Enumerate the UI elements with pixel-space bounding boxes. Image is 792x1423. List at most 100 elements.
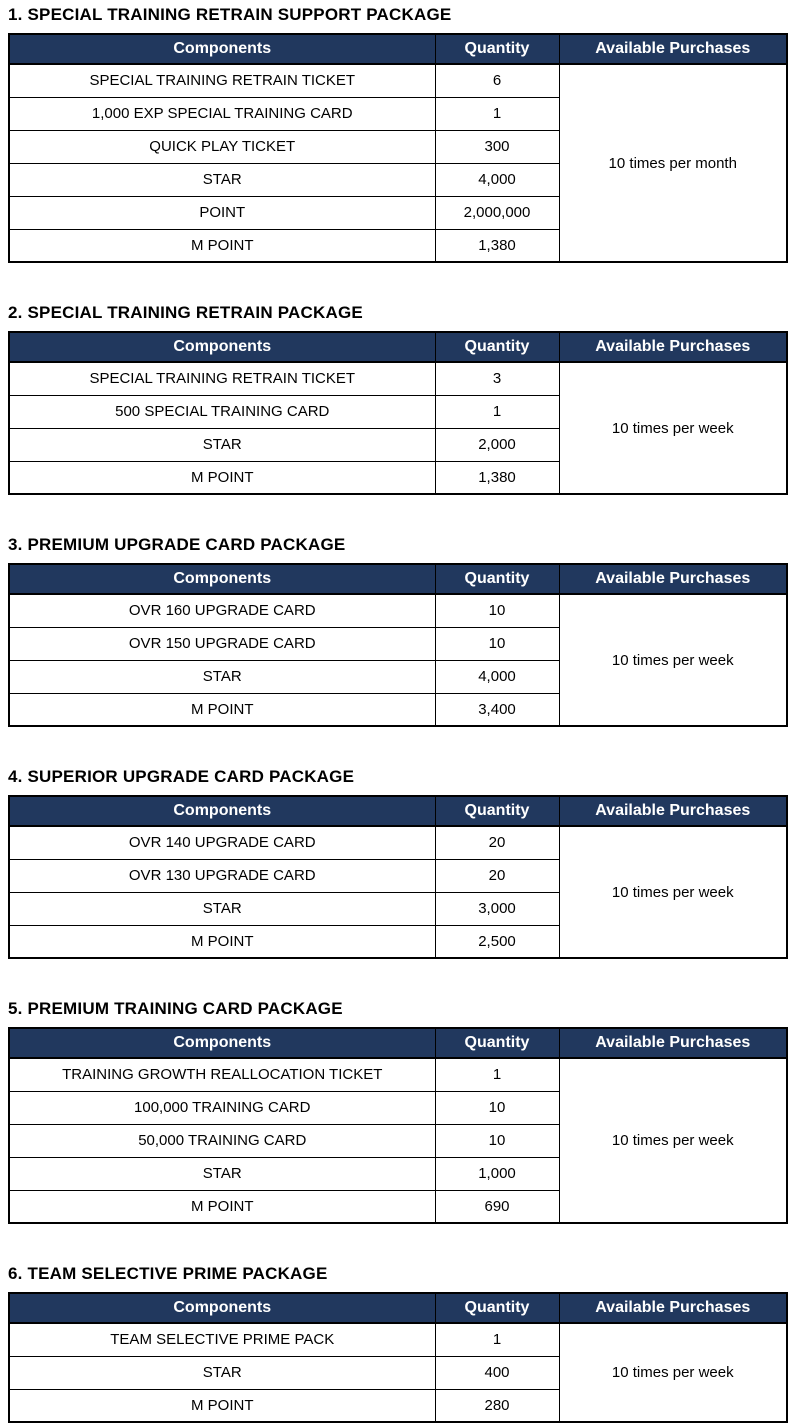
header-row: Components Quantity Available Purchases: [8, 331, 788, 363]
column-header-components: Components: [8, 1027, 436, 1059]
component-cell: STAR: [8, 891, 436, 926]
quantity-cell: 4,000: [434, 659, 560, 694]
quantity-cell: 1: [434, 1322, 560, 1357]
quantity-cell: 1,000: [434, 1156, 560, 1191]
column-header-available-purchases: Available Purchases: [558, 1292, 788, 1324]
available-purchases-cell: 10 times per week: [558, 1057, 788, 1224]
table-row: M POINT 2,500: [8, 924, 787, 959]
component-cell: 500 SPECIAL TRAINING CARD: [8, 394, 436, 429]
quantity-cell: 10: [434, 1090, 560, 1125]
available-purchases-cell: 10 times per week: [558, 825, 788, 959]
component-cell: OVR 130 UPGRADE CARD: [8, 858, 436, 893]
package-table: Components Quantity Available Purchases …: [8, 33, 788, 263]
quantity-cell: 4,000: [434, 162, 560, 197]
component-cell: 1,000 EXP SPECIAL TRAINING CARD: [8, 96, 436, 131]
available-purchases-cell: 10 times per week: [558, 361, 788, 495]
component-cell: TEAM SELECTIVE PRIME PACK: [8, 1322, 436, 1357]
component-cell: M POINT: [8, 1189, 436, 1224]
column-header-quantity: Quantity: [434, 1027, 560, 1059]
package-title: 4. SUPERIOR UPGRADE CARD PACKAGE: [8, 767, 355, 786]
component-cell: M POINT: [8, 1388, 436, 1423]
package-table: Components Quantity Available Purchases …: [8, 1027, 788, 1224]
table-row: OVR 140 UPGRADE CARD 20 10 times per week: [8, 825, 788, 959]
component-cell: QUICK PLAY TICKET: [8, 129, 436, 164]
table-row: POINT 2,000,000: [8, 195, 787, 230]
header-row: Components Quantity Available Purchases: [8, 1292, 788, 1324]
table-row: M POINT 1,380: [8, 460, 787, 495]
table-row: M POINT 690: [8, 1189, 787, 1224]
quantity-cell: 2,000: [434, 427, 560, 462]
table-row: STAR 4,000: [8, 162, 787, 197]
quantity-cell: 300: [434, 129, 560, 164]
header-row: Components Quantity Available Purchases: [8, 795, 788, 827]
column-header-available-purchases: Available Purchases: [558, 795, 788, 827]
component-cell: M POINT: [8, 924, 436, 959]
table-row: 500 SPECIAL TRAINING CARD 1: [8, 394, 787, 429]
quantity-cell: 10: [434, 1123, 560, 1158]
quantity-cell: 20: [434, 825, 560, 860]
quantity-cell: 1: [434, 96, 560, 131]
package-title: 3. PREMIUM UPGRADE CARD PACKAGE: [8, 535, 346, 554]
quantity-cell: 690: [434, 1189, 560, 1224]
table-row: SPECIAL TRAINING RETRAIN TICKET 3 10 times…: [8, 361, 788, 495]
component-cell: POINT: [8, 195, 436, 230]
table-row: M POINT 3,400: [8, 692, 787, 727]
column-header-components: Components: [8, 331, 436, 363]
quantity-cell: 10: [434, 626, 560, 661]
package-table: Components Quantity Available Purchases …: [8, 563, 788, 727]
component-cell: SPECIAL TRAINING RETRAIN TICKET: [8, 63, 436, 98]
quantity-cell: 400: [434, 1355, 560, 1390]
component-cell: SPECIAL TRAINING RETRAIN TICKET: [8, 361, 436, 396]
table-row: SPECIAL TRAINING RETRAIN TICKET 6 10 times…: [8, 63, 788, 263]
component-cell: M POINT: [8, 460, 436, 495]
quantity-cell: 10: [434, 593, 560, 628]
package-section: 2. SPECIAL TRAINING RETRAIN PACKAGE Comp…: [8, 303, 792, 495]
column-header-quantity: Quantity: [434, 331, 560, 363]
column-header-quantity: Quantity: [434, 563, 560, 595]
quantity-cell: 1: [434, 394, 560, 429]
table-row: OVR 150 UPGRADE CARD 10: [8, 626, 787, 661]
component-cell: STAR: [8, 427, 436, 462]
component-cell: OVR 150 UPGRADE CARD: [8, 626, 436, 661]
column-header-components: Components: [8, 1292, 436, 1324]
column-header-available-purchases: Available Purchases: [558, 33, 788, 65]
package-title: 2. SPECIAL TRAINING RETRAIN PACKAGE: [8, 303, 363, 322]
quantity-cell: 280: [434, 1388, 560, 1423]
component-cell: STAR: [8, 162, 436, 197]
column-header-components: Components: [8, 795, 436, 827]
column-header-available-purchases: Available Purchases: [558, 563, 788, 595]
package-title: 6. TEAM SELECTIVE PRIME PACKAGE: [8, 1264, 328, 1283]
table-row: TRAINING GROWTH REALLOCATION TICKET 1 10 t…: [8, 1057, 788, 1224]
package-section: 6. TEAM SELECTIVE PRIME PACKAGE Componen…: [8, 1264, 792, 1423]
available-purchases-cell: 10 times per week: [558, 1322, 788, 1423]
table-row: OVR 130 UPGRADE CARD 20: [8, 858, 787, 893]
component-cell: 100,000 TRAINING CARD: [8, 1090, 436, 1125]
quantity-cell: 3,000: [434, 891, 560, 926]
package-section: 5. PREMIUM TRAINING CARD PACKAGE Compone…: [8, 999, 792, 1224]
package-title: 5. PREMIUM TRAINING CARD PACKAGE: [8, 999, 343, 1018]
component-cell: OVR 140 UPGRADE CARD: [8, 825, 436, 860]
component-cell: M POINT: [8, 692, 436, 727]
column-header-available-purchases: Available Purchases: [558, 1027, 788, 1059]
package-table: Components Quantity Available Purchases …: [8, 795, 788, 959]
column-header-quantity: Quantity: [434, 33, 560, 65]
package-section: 4. SUPERIOR UPGRADE CARD PACKAGE Compone…: [8, 767, 792, 959]
table-row: OVR 160 UPGRADE CARD 10 10 times per week: [8, 593, 788, 727]
quantity-cell: 2,000,000: [434, 195, 560, 230]
component-cell: 50,000 TRAINING CARD: [8, 1123, 436, 1158]
column-header-quantity: Quantity: [434, 1292, 560, 1324]
quantity-cell: 1,380: [434, 228, 560, 263]
component-cell: OVR 160 UPGRADE CARD: [8, 593, 436, 628]
table-row: STAR 400: [8, 1355, 787, 1390]
available-purchases-cell: 10 times per week: [558, 593, 788, 727]
quantity-cell: 2,500: [434, 924, 560, 959]
quantity-cell: 20: [434, 858, 560, 893]
package-section: 3. PREMIUM UPGRADE CARD PACKAGE Componen…: [8, 535, 792, 727]
quantity-cell: 3: [434, 361, 560, 396]
column-header-components: Components: [8, 563, 436, 595]
quantity-cell: 1,380: [434, 460, 560, 495]
component-cell: STAR: [8, 659, 436, 694]
table-row: 50,000 TRAINING CARD 10: [8, 1123, 787, 1158]
component-cell: STAR: [8, 1156, 436, 1191]
